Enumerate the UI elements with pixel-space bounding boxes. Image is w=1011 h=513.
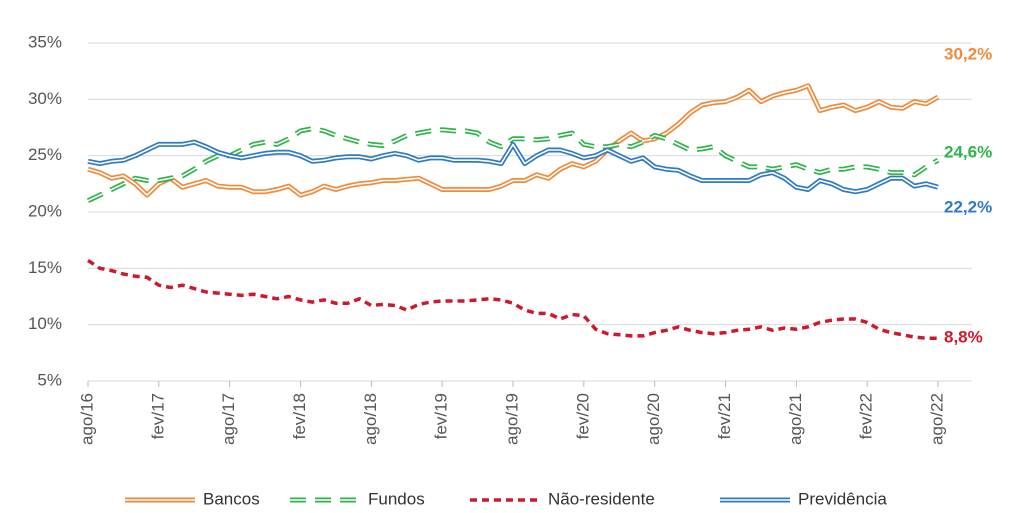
- x-tick-label: fev/21: [715, 393, 734, 439]
- series-line-inner: [87, 85, 939, 196]
- x-tick-label: fev/22: [857, 393, 876, 439]
- series-line: [87, 258, 938, 340]
- x-tick-label: fev/20: [573, 393, 592, 439]
- value-label: 24,6%: [944, 142, 992, 161]
- y-tick-label: 30%: [28, 89, 62, 108]
- y-tick-label: 25%: [28, 145, 62, 164]
- y-tick-label: 20%: [28, 201, 62, 220]
- x-tick-label: ago/20: [644, 393, 663, 445]
- value-label: 22,2%: [944, 197, 992, 216]
- legend-label: Bancos: [203, 489, 260, 508]
- x-tick-label: ago/17: [219, 393, 238, 445]
- x-tick-label: ago/19: [502, 393, 521, 445]
- value-label: 30,2%: [944, 44, 992, 63]
- x-tick-label: ago/21: [786, 393, 805, 445]
- series-line-inner: [87, 141, 939, 193]
- x-tick-label: fev/17: [148, 393, 167, 439]
- y-tick-label: 35%: [28, 32, 62, 51]
- x-tick-label: fev/18: [290, 393, 309, 439]
- x-tick-label: ago/18: [361, 393, 380, 445]
- y-tick-label: 15%: [28, 258, 62, 277]
- x-tick-label: ago/22: [927, 393, 946, 445]
- y-tick-label: 10%: [28, 314, 62, 333]
- x-tick-label: ago/16: [77, 393, 96, 445]
- y-tick-label: 5%: [37, 370, 62, 389]
- value-label: 8,8%: [944, 327, 983, 346]
- legend-label: Previdência: [798, 489, 887, 508]
- legend-label: Não-residente: [548, 489, 655, 508]
- legend-label: Fundos: [368, 489, 425, 508]
- x-tick-label: fev/19: [432, 393, 451, 439]
